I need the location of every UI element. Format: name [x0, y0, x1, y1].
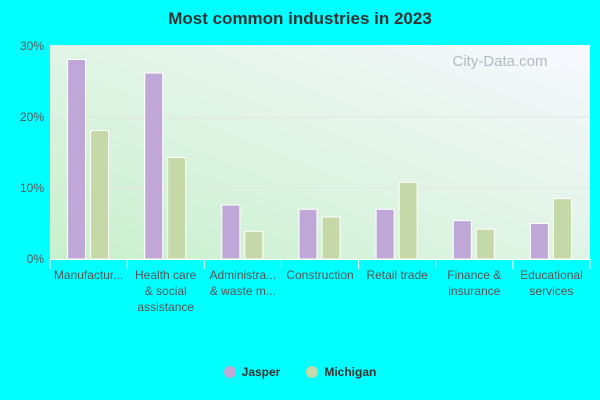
bar-jasper	[144, 72, 164, 260]
x-tick-label: & social	[145, 284, 187, 298]
bar-jasper	[67, 58, 87, 260]
bar-michigan	[167, 156, 187, 260]
legend-item: Michigan	[306, 365, 376, 379]
chart-title: Most common industries in 2023	[168, 9, 432, 28]
x-tick-label: insurance	[448, 284, 500, 298]
legend-swatch	[306, 366, 319, 378]
bar-michigan	[321, 216, 341, 260]
bar-michigan	[552, 198, 572, 260]
bar-michigan	[244, 230, 264, 260]
legend-label: Michigan	[324, 365, 377, 379]
x-tick-label: Retail trade	[366, 268, 428, 282]
x-tick-label: Health care	[135, 268, 197, 282]
bar-jasper	[221, 204, 241, 260]
bar-michigan	[90, 129, 110, 260]
x-tick-label: Finance &	[447, 268, 501, 282]
x-tick-label: Construction	[286, 268, 353, 282]
legend-item: Jasper	[223, 365, 281, 379]
legend: Jasper Michigan	[0, 365, 600, 379]
x-tick-label: & waste m...	[210, 284, 276, 298]
bar-michigan	[398, 181, 418, 260]
x-tick-label: Administra...	[210, 268, 277, 282]
bar-jasper	[452, 220, 472, 260]
x-tick-label: Manufactur...	[54, 268, 123, 282]
x-tick-label: assistance	[137, 300, 194, 314]
y-tick-label: 0%	[27, 252, 45, 266]
x-tick-label: services	[529, 284, 573, 298]
y-tick-label: 20%	[20, 110, 44, 124]
legend-label: Jasper	[241, 365, 281, 379]
watermark: City-Data.com	[452, 53, 547, 70]
legend-swatch	[223, 366, 236, 378]
bar-michigan	[475, 228, 495, 260]
x-tick-label: Educational	[520, 268, 583, 282]
y-tick-label: 10%	[20, 181, 44, 195]
bar-jasper	[375, 208, 395, 260]
bar-jasper	[298, 208, 318, 260]
bar-jasper	[529, 223, 549, 260]
plot-area	[50, 45, 590, 259]
y-tick-label: 30%	[20, 39, 44, 53]
